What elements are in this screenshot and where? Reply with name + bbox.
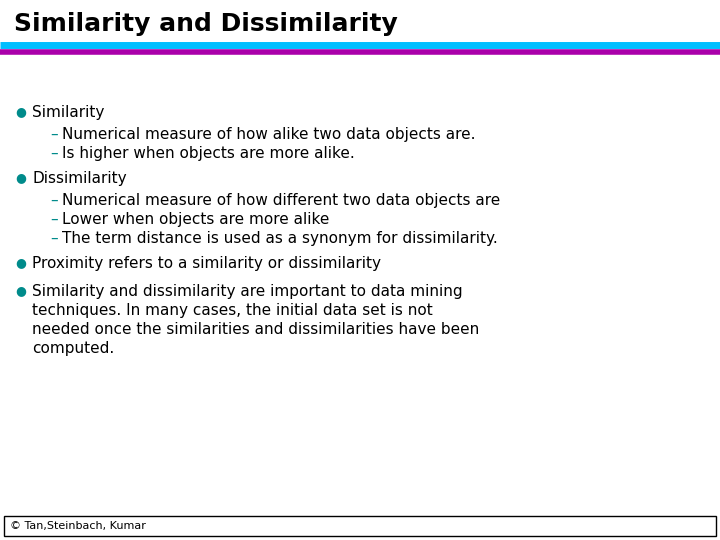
Text: Numerical measure of how alike two data objects are.: Numerical measure of how alike two data … <box>62 127 475 142</box>
Text: Similarity: Similarity <box>32 105 104 120</box>
Text: Is higher when objects are more alike.: Is higher when objects are more alike. <box>62 146 355 161</box>
Text: ●: ● <box>15 105 26 118</box>
Text: ●: ● <box>15 256 26 269</box>
Text: techniques. In many cases, the initial data set is not: techniques. In many cases, the initial d… <box>32 303 433 318</box>
Text: Numerical measure of how different two data objects are: Numerical measure of how different two d… <box>62 193 500 208</box>
Text: Similarity and dissimilarity are important to data mining: Similarity and dissimilarity are importa… <box>32 284 463 299</box>
Text: Lower when objects are more alike: Lower when objects are more alike <box>62 212 329 227</box>
Text: –: – <box>50 231 58 246</box>
Text: ●: ● <box>15 284 26 297</box>
Text: The term distance is used as a synonym for dissimilarity.: The term distance is used as a synonym f… <box>62 231 498 246</box>
Text: needed once the similarities and dissimilarities have been: needed once the similarities and dissimi… <box>32 322 480 337</box>
Text: –: – <box>50 193 58 208</box>
Text: © Tan,Steinbach, Kumar: © Tan,Steinbach, Kumar <box>10 521 146 531</box>
Text: Similarity and Dissimilarity: Similarity and Dissimilarity <box>14 12 397 36</box>
Text: ●: ● <box>15 171 26 184</box>
Text: computed.: computed. <box>32 341 114 356</box>
Text: –: – <box>50 212 58 227</box>
Text: Dissimilarity: Dissimilarity <box>32 171 127 186</box>
FancyBboxPatch shape <box>4 516 716 536</box>
Text: Proximity refers to a similarity or dissimilarity: Proximity refers to a similarity or diss… <box>32 256 381 271</box>
Text: –: – <box>50 146 58 161</box>
Text: –: – <box>50 127 58 142</box>
